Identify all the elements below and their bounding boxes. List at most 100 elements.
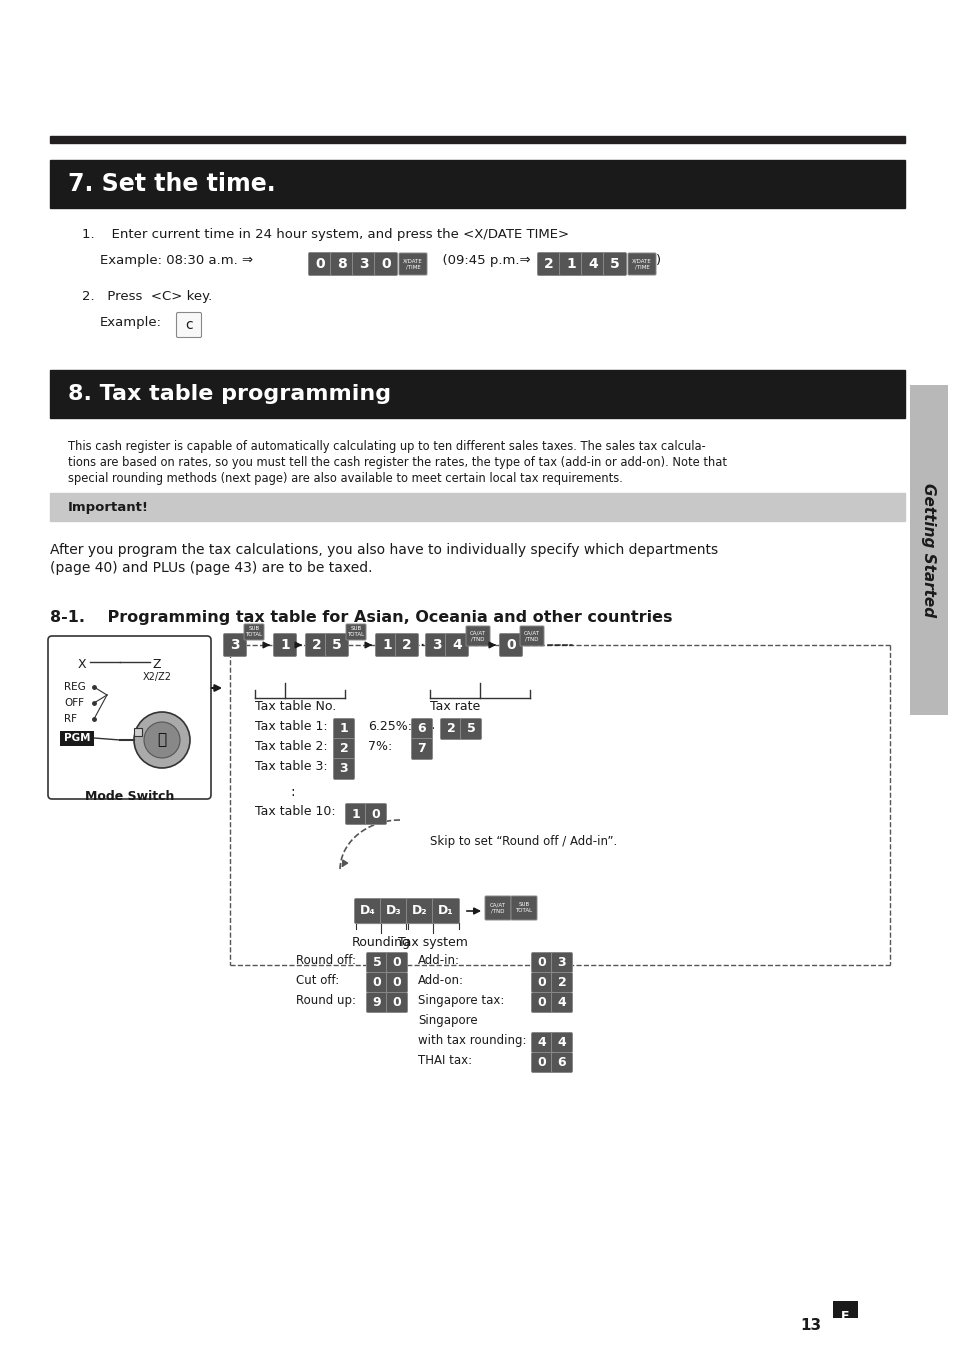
Text: REG: REG — [64, 682, 86, 693]
Text: 4: 4 — [587, 256, 598, 271]
Text: 1: 1 — [339, 722, 348, 736]
Text: D₄: D₄ — [359, 904, 375, 918]
FancyBboxPatch shape — [355, 899, 381, 923]
Text: /TND: /TND — [491, 909, 504, 914]
FancyBboxPatch shape — [366, 953, 387, 972]
FancyBboxPatch shape — [603, 252, 626, 275]
Text: Round off:: Round off: — [295, 954, 355, 967]
Text: This cash register is capable of automatically calculating up to ten different s: This cash register is capable of automat… — [68, 440, 705, 454]
FancyBboxPatch shape — [551, 972, 572, 992]
Text: 7: 7 — [417, 743, 426, 756]
Text: 7%:: 7%: — [368, 740, 392, 753]
Text: D₂: D₂ — [412, 904, 427, 918]
Text: Add-in:: Add-in: — [417, 954, 459, 967]
Text: THAI tax:: THAI tax: — [417, 1054, 472, 1067]
Text: SUB: SUB — [248, 626, 259, 632]
Text: 4: 4 — [537, 1035, 546, 1049]
FancyBboxPatch shape — [551, 1033, 572, 1053]
Text: Tax table 10:: Tax table 10: — [254, 805, 335, 818]
Text: Important!: Important! — [68, 501, 149, 513]
FancyBboxPatch shape — [366, 972, 387, 992]
Text: 6.25%:: 6.25%: — [368, 720, 412, 733]
FancyBboxPatch shape — [244, 624, 264, 640]
Text: 2: 2 — [558, 976, 566, 990]
Text: Tax rate: Tax rate — [430, 701, 479, 713]
Text: 3: 3 — [558, 956, 566, 969]
FancyBboxPatch shape — [440, 718, 461, 740]
Bar — [50, 493, 904, 521]
Text: Tax table 2:: Tax table 2: — [254, 740, 327, 753]
Text: 1.    Enter current time in 24 hour system, and press the <X/DATE TIME>: 1. Enter current time in 24 hour system,… — [82, 228, 569, 242]
Text: D₁: D₁ — [437, 904, 454, 918]
Text: tions are based on rates, so you must tell the cash register the rates, the type: tions are based on rates, so you must te… — [68, 456, 726, 468]
Text: 0: 0 — [393, 996, 401, 1008]
FancyBboxPatch shape — [551, 992, 572, 1012]
FancyBboxPatch shape — [305, 633, 328, 656]
FancyBboxPatch shape — [531, 1033, 552, 1053]
FancyBboxPatch shape — [411, 718, 432, 740]
Text: /TND: /TND — [471, 636, 484, 641]
Text: Tax table No.: Tax table No. — [254, 701, 335, 713]
Text: Tax system: Tax system — [397, 936, 468, 949]
FancyBboxPatch shape — [375, 252, 397, 275]
Bar — [909, 385, 947, 716]
Text: 1: 1 — [382, 639, 392, 652]
FancyBboxPatch shape — [334, 759, 355, 779]
FancyBboxPatch shape — [345, 803, 366, 825]
FancyBboxPatch shape — [531, 953, 552, 972]
Text: 2: 2 — [446, 722, 455, 736]
FancyBboxPatch shape — [352, 252, 375, 275]
Text: D₃: D₃ — [386, 904, 401, 918]
FancyBboxPatch shape — [274, 633, 296, 656]
FancyBboxPatch shape — [551, 1053, 572, 1072]
Text: 5: 5 — [466, 722, 475, 736]
Text: 0: 0 — [373, 976, 381, 990]
Text: 2: 2 — [402, 639, 412, 652]
Text: 0: 0 — [393, 976, 401, 990]
Text: 3: 3 — [230, 639, 239, 652]
FancyBboxPatch shape — [386, 953, 407, 972]
Text: Tax table 1:: Tax table 1: — [254, 720, 327, 733]
Text: 2: 2 — [312, 639, 321, 652]
FancyBboxPatch shape — [581, 252, 604, 275]
FancyBboxPatch shape — [551, 953, 572, 972]
Text: ·: · — [419, 637, 424, 655]
Text: Getting Started: Getting Started — [921, 483, 936, 617]
FancyBboxPatch shape — [432, 899, 459, 923]
Text: Round up:: Round up: — [295, 994, 355, 1007]
Text: Add-on:: Add-on: — [417, 973, 463, 987]
Text: OFF: OFF — [64, 698, 84, 707]
Text: 1: 1 — [565, 256, 576, 271]
Text: (page 40) and PLUs (page 43) are to be taxed.: (page 40) and PLUs (page 43) are to be t… — [50, 562, 372, 575]
Text: 3: 3 — [432, 639, 441, 652]
Text: E: E — [840, 1310, 848, 1323]
Text: Example:: Example: — [100, 316, 162, 329]
FancyBboxPatch shape — [558, 252, 582, 275]
FancyBboxPatch shape — [531, 992, 552, 1012]
Text: 0: 0 — [393, 956, 401, 969]
Text: 🔑: 🔑 — [157, 733, 167, 748]
Text: After you program the tax calculations, you also have to individually specify wh: After you program the tax calculations, … — [50, 543, 718, 558]
Text: Singapore: Singapore — [417, 1014, 477, 1027]
FancyBboxPatch shape — [425, 633, 448, 656]
Circle shape — [133, 711, 190, 768]
Text: X/DATE: X/DATE — [403, 258, 422, 263]
Text: 0: 0 — [537, 956, 546, 969]
Text: :: : — [290, 784, 294, 799]
FancyBboxPatch shape — [537, 252, 560, 275]
FancyBboxPatch shape — [325, 633, 348, 656]
FancyBboxPatch shape — [308, 252, 331, 275]
Text: CA/AT: CA/AT — [470, 630, 485, 636]
Text: SUB: SUB — [517, 903, 529, 907]
FancyBboxPatch shape — [365, 803, 386, 825]
Text: (09:45 p.m.⇒: (09:45 p.m.⇒ — [434, 254, 530, 267]
FancyBboxPatch shape — [386, 992, 407, 1012]
Text: Tax table 3:: Tax table 3: — [254, 760, 327, 774]
Text: 3: 3 — [359, 256, 369, 271]
FancyBboxPatch shape — [499, 633, 522, 656]
Text: 0: 0 — [506, 639, 516, 652]
Text: /TND: /TND — [525, 636, 538, 641]
FancyBboxPatch shape — [223, 633, 246, 656]
Text: Z: Z — [152, 657, 161, 671]
FancyBboxPatch shape — [627, 252, 656, 275]
